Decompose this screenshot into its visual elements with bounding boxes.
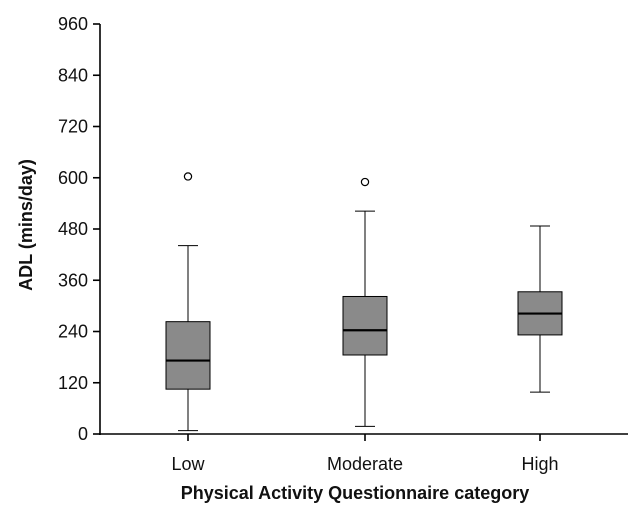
y-tick-label: 120 xyxy=(58,373,88,393)
y-tick-label: 720 xyxy=(58,117,88,137)
iqr-box xyxy=(342,295,388,356)
box-group-low xyxy=(165,172,211,432)
box-group-moderate xyxy=(342,177,388,427)
x-axis-title: Physical Activity Questionnaire category xyxy=(181,483,529,503)
y-tick-label: 240 xyxy=(58,322,88,342)
y-tick-label: 840 xyxy=(58,65,88,85)
x-tick-label: Moderate xyxy=(327,454,403,474)
x-tick-label: High xyxy=(521,454,558,474)
plot-area xyxy=(165,172,563,432)
y-tick-label: 360 xyxy=(58,270,88,290)
outlier-point xyxy=(360,177,370,187)
y-tick-label: 600 xyxy=(58,168,88,188)
y-tick-label: 480 xyxy=(58,219,88,239)
y-tick-label: 0 xyxy=(78,424,88,444)
iqr-box xyxy=(165,321,211,390)
x-tick-label: Low xyxy=(171,454,205,474)
x-axis: Low Moderate High xyxy=(99,433,628,474)
outlier-point xyxy=(183,172,193,181)
box-group-high xyxy=(517,225,563,393)
y-tick-label: 960 xyxy=(58,14,88,34)
y-axis-title: ADL (mins/day) xyxy=(16,159,36,291)
y-axis: 0 120 240 360 480 600 720 840 960 xyxy=(58,14,101,444)
